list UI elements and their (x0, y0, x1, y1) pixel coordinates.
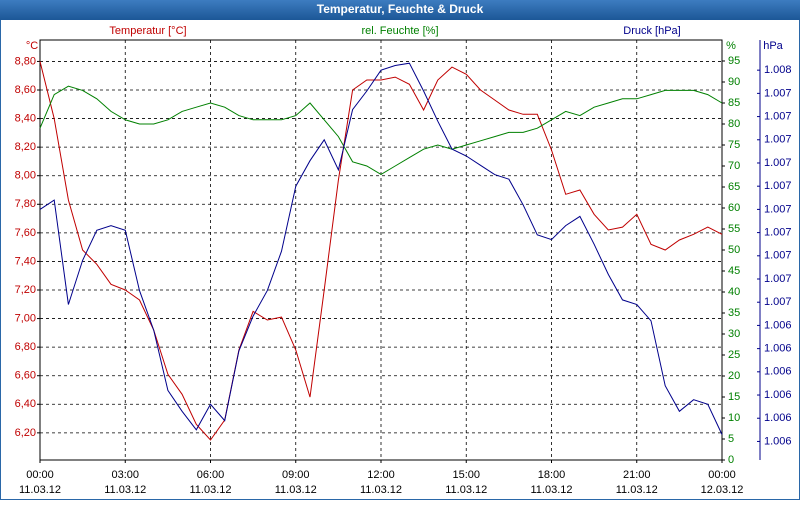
y3-tick-label: 1.006 (764, 319, 792, 331)
y3-tick-label: 1.007 (764, 273, 792, 285)
y2-tick-label: 20 (728, 370, 740, 382)
y2-tick-label: 0 (728, 454, 734, 466)
x-tick-date: 11.03.12 (19, 484, 61, 496)
y-tick-label: 8,20 (15, 141, 36, 153)
y3-axis-label: hPa (763, 40, 783, 52)
x-tick-label: 03:00 (111, 469, 139, 481)
y-tick-label: 7,00 (15, 312, 36, 324)
y2-tick-label: 40 (728, 286, 740, 298)
y2-tick-label: 80 (728, 118, 740, 130)
y-tick-label: 6,60 (15, 370, 36, 382)
y2-axis-label: % (726, 40, 736, 52)
x-tick-date: 11.03.12 (616, 484, 658, 496)
y-tick-label: 7,40 (15, 255, 36, 267)
y3-tick-label: 1.007 (764, 87, 792, 99)
y3-tick-label: 1.007 (764, 203, 792, 215)
y-tick-label: 8,00 (15, 170, 36, 182)
series-line (39, 85, 723, 175)
x-tick-date: 11.03.12 (445, 484, 487, 496)
y3-tick-label: 1.006 (764, 366, 792, 378)
x-tick-label: 12:00 (367, 469, 395, 481)
y2-tick-label: 90 (728, 76, 740, 88)
y-tick-label: 8,60 (15, 84, 36, 96)
x-tick-label: 00:00 (708, 469, 736, 481)
y2-tick-label: 5 (728, 433, 734, 445)
y-tick-label: 6,40 (15, 398, 36, 410)
x-tick-date: 11.03.12 (275, 484, 317, 496)
y-tick-label: 6,20 (15, 427, 36, 439)
y2-tick-label: 65 (728, 181, 740, 193)
y-tick-label: 6,80 (15, 341, 36, 353)
y3-tick-label: 1.007 (764, 227, 792, 239)
y2-tick-label: 55 (728, 223, 740, 235)
y3-tick-label: 1.006 (764, 435, 792, 447)
title-bar (0, 0, 800, 20)
y2-tick-label: 30 (728, 328, 740, 340)
y-axis-label: °C (26, 40, 38, 52)
chart-title: Temperatur, Feuchte & Druck (317, 2, 484, 16)
y3-tick-label: 1.007 (764, 250, 792, 262)
y2-tick-label: 75 (728, 139, 740, 151)
y2-tick-label: 60 (728, 202, 740, 214)
y2-tick-label: 50 (728, 244, 740, 256)
y3-tick-label: 1.006 (764, 389, 792, 401)
x-tick-label: 06:00 (197, 469, 225, 481)
y2-tick-label: 70 (728, 160, 740, 172)
x-tick-label: 18:00 (538, 469, 566, 481)
y3-tick-label: 1.007 (764, 134, 792, 146)
y-tick-label: 7,80 (15, 198, 36, 210)
y2-tick-label: 35 (728, 307, 740, 319)
legend-entry: Druck [hPa] (623, 25, 680, 37)
y2-tick-label: 85 (728, 97, 740, 109)
x-tick-date: 12.03.12 (701, 484, 744, 496)
y3-tick-label: 1.006 (764, 412, 792, 424)
y3-tick-label: 1.007 (764, 110, 792, 122)
legend-entry: rel. Feuchte [%] (361, 25, 438, 37)
x-tick-label: 21:00 (623, 469, 651, 481)
y3-tick-label: 1.007 (764, 296, 792, 308)
legend-entry: Temperatur [°C] (109, 25, 186, 37)
y2-tick-label: 95 (728, 55, 740, 67)
y-tick-label: 8,80 (15, 55, 36, 67)
x-tick-date: 11.03.12 (530, 484, 572, 496)
x-tick-date: 11.03.12 (189, 484, 231, 496)
y-tick-label: 7,20 (15, 284, 36, 296)
series-line (39, 62, 723, 435)
x-tick-label: 15:00 (452, 469, 480, 481)
y3-tick-label: 1.008 (764, 64, 792, 76)
x-tick-label: 09:00 (282, 469, 310, 481)
y-tick-label: 7,60 (15, 227, 36, 239)
y2-tick-label: 15 (728, 391, 740, 403)
x-tick-label: 00:00 (26, 469, 54, 481)
y-tick-label: 8,40 (15, 112, 36, 124)
y2-tick-label: 25 (728, 349, 740, 361)
y3-tick-label: 1.007 (764, 157, 792, 169)
y3-tick-label: 1.006 (764, 343, 792, 355)
x-tick-date: 11.03.12 (104, 484, 146, 496)
x-tick-date: 11.03.12 (360, 484, 402, 496)
y2-tick-label: 10 (728, 412, 740, 424)
y2-tick-label: 45 (728, 265, 740, 277)
y3-tick-label: 1.007 (764, 180, 792, 192)
